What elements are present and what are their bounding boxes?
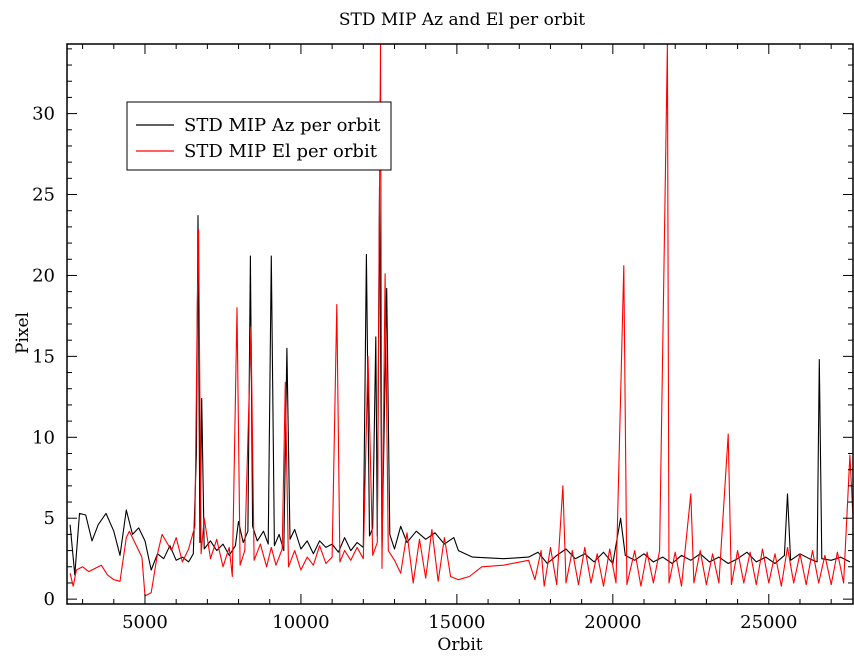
y-tick-label: 30	[32, 104, 55, 125]
x-axis-label: Orbit	[437, 635, 482, 655]
y-tick-label: 10	[32, 427, 55, 448]
legend-el-label: STD MIP El per orbit	[184, 141, 378, 162]
series-line-el	[69, 44, 853, 597]
x-tick-label: 5000	[122, 612, 168, 633]
x-axis-ticks: 5000 10000 15000 20000 25000	[82, 44, 832, 633]
y-tick-label: 25	[32, 185, 55, 206]
x-tick-label: 10000	[272, 612, 329, 633]
y-tick-label: 5	[44, 508, 55, 529]
chart-title: STD MIP Az and El per orbit	[339, 10, 585, 30]
series-layer	[69, 44, 853, 597]
y-tick-label: 0	[44, 589, 55, 610]
legend: STD MIP Az per orbit STD MIP El per orbi…	[126, 101, 392, 171]
x-tick-label: 25000	[740, 612, 797, 633]
y-tick-label: 15	[32, 346, 55, 367]
legend-az-label: STD MIP Az per orbit	[184, 115, 381, 136]
y-axis-label: Pixel	[13, 312, 33, 354]
series-line-az	[69, 185, 851, 576]
x-tick-label: 15000	[428, 612, 485, 633]
x-tick-label: 20000	[584, 612, 641, 633]
legend-box	[126, 101, 392, 171]
y-axis-ticks: 0 5 10 15 20 25 30	[32, 48, 853, 610]
y-tick-label: 20	[32, 265, 55, 286]
plot-area: 5000 10000 15000 20000 25000 0 5 10 15 20 25 30	[32, 43, 854, 633]
